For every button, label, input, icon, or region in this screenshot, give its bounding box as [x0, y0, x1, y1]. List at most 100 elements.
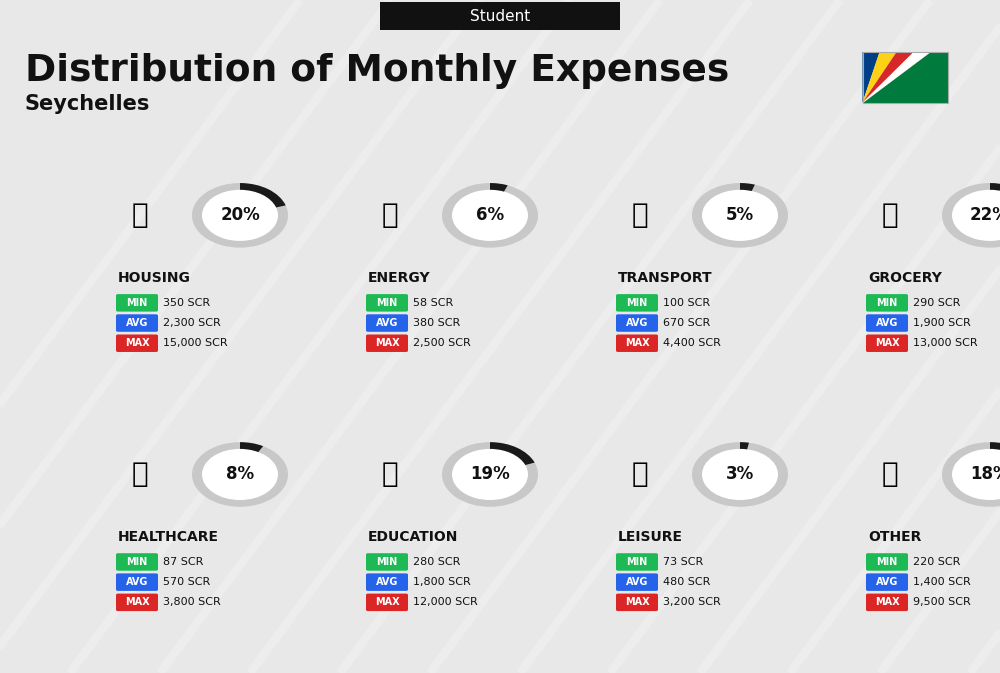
Wedge shape [942, 442, 1000, 507]
Text: AVG: AVG [626, 318, 648, 328]
Text: 2,500 SCR: 2,500 SCR [413, 339, 471, 348]
Text: AVG: AVG [376, 318, 398, 328]
Text: MAX: MAX [375, 339, 399, 348]
Wedge shape [192, 183, 288, 248]
Text: MIN: MIN [376, 557, 398, 567]
FancyBboxPatch shape [866, 334, 908, 352]
Text: 4,400 SCR: 4,400 SCR [663, 339, 721, 348]
Wedge shape [442, 183, 538, 248]
Text: 87 SCR: 87 SCR [163, 557, 203, 567]
Wedge shape [990, 183, 1000, 211]
Text: 🔌: 🔌 [382, 201, 398, 229]
FancyBboxPatch shape [116, 294, 158, 312]
Text: 18%: 18% [970, 466, 1000, 483]
Text: 73 SCR: 73 SCR [663, 557, 703, 567]
Wedge shape [740, 442, 749, 450]
Polygon shape [862, 52, 914, 102]
Text: 15,000 SCR: 15,000 SCR [163, 339, 228, 348]
Text: 🏢: 🏢 [132, 201, 148, 229]
Circle shape [952, 449, 1000, 500]
Text: 350 SCR: 350 SCR [163, 298, 210, 308]
Wedge shape [740, 183, 755, 191]
Text: MAX: MAX [375, 598, 399, 607]
Wedge shape [442, 442, 538, 507]
Text: 🛒: 🛒 [882, 201, 898, 229]
Text: 💰: 💰 [882, 460, 898, 489]
FancyBboxPatch shape [380, 2, 620, 30]
Wedge shape [240, 442, 263, 452]
Wedge shape [192, 442, 288, 507]
FancyBboxPatch shape [866, 294, 908, 312]
Text: 3,200 SCR: 3,200 SCR [663, 598, 721, 607]
FancyBboxPatch shape [116, 594, 158, 611]
Circle shape [452, 190, 528, 241]
Text: 5%: 5% [726, 207, 754, 224]
Text: LEISURE: LEISURE [618, 530, 683, 544]
Text: MAX: MAX [125, 339, 149, 348]
Text: 290 SCR: 290 SCR [913, 298, 960, 308]
Text: MAX: MAX [625, 339, 649, 348]
Text: EDUCATION: EDUCATION [368, 530, 458, 544]
Text: 3%: 3% [726, 466, 754, 483]
Text: 13,000 SCR: 13,000 SCR [913, 339, 978, 348]
Polygon shape [862, 52, 897, 102]
FancyBboxPatch shape [116, 553, 158, 571]
FancyBboxPatch shape [366, 553, 408, 571]
Text: AVG: AVG [626, 577, 648, 587]
FancyBboxPatch shape [616, 294, 658, 312]
Text: 2,300 SCR: 2,300 SCR [163, 318, 221, 328]
Bar [862, 52, 948, 102]
Text: HEALTHCARE: HEALTHCARE [118, 530, 219, 544]
FancyBboxPatch shape [616, 573, 658, 591]
Text: 1,800 SCR: 1,800 SCR [413, 577, 471, 587]
Text: MIN: MIN [626, 557, 648, 567]
Text: ENERGY: ENERGY [368, 271, 431, 285]
Text: 22%: 22% [970, 207, 1000, 224]
Text: TRANSPORT: TRANSPORT [618, 271, 713, 285]
Text: 9,500 SCR: 9,500 SCR [913, 598, 971, 607]
Text: Seychelles: Seychelles [25, 94, 150, 114]
Text: AVG: AVG [376, 577, 398, 587]
Text: GROCERY: GROCERY [868, 271, 942, 285]
Text: 220 SCR: 220 SCR [913, 557, 960, 567]
Text: MIN: MIN [126, 557, 148, 567]
Text: 1,400 SCR: 1,400 SCR [913, 577, 971, 587]
FancyBboxPatch shape [116, 334, 158, 352]
Text: 100 SCR: 100 SCR [663, 298, 710, 308]
Text: 🏥: 🏥 [132, 460, 148, 489]
Polygon shape [862, 52, 931, 102]
Wedge shape [942, 183, 1000, 248]
Text: MIN: MIN [626, 298, 648, 308]
Text: 280 SCR: 280 SCR [413, 557, 460, 567]
Circle shape [702, 449, 778, 500]
FancyBboxPatch shape [366, 314, 408, 332]
Text: 380 SCR: 380 SCR [413, 318, 460, 328]
Text: AVG: AVG [876, 318, 898, 328]
Text: 🎓: 🎓 [382, 460, 398, 489]
Wedge shape [240, 183, 286, 207]
Text: 8%: 8% [226, 466, 254, 483]
Circle shape [952, 190, 1000, 241]
Text: OTHER: OTHER [868, 530, 921, 544]
Circle shape [202, 449, 278, 500]
FancyBboxPatch shape [366, 594, 408, 611]
Text: Student: Student [470, 9, 530, 24]
Text: Distribution of Monthly Expenses: Distribution of Monthly Expenses [25, 52, 729, 89]
FancyBboxPatch shape [616, 553, 658, 571]
FancyBboxPatch shape [866, 314, 908, 332]
FancyBboxPatch shape [616, 334, 658, 352]
Text: MAX: MAX [625, 598, 649, 607]
Text: 1,900 SCR: 1,900 SCR [913, 318, 971, 328]
Wedge shape [490, 442, 535, 465]
Text: MIN: MIN [876, 298, 898, 308]
FancyBboxPatch shape [366, 334, 408, 352]
Polygon shape [862, 52, 948, 102]
FancyBboxPatch shape [866, 553, 908, 571]
Text: HOUSING: HOUSING [118, 271, 191, 285]
FancyBboxPatch shape [866, 573, 908, 591]
Text: MAX: MAX [875, 339, 899, 348]
Polygon shape [862, 52, 880, 102]
Text: 20%: 20% [220, 207, 260, 224]
FancyBboxPatch shape [116, 314, 158, 332]
FancyBboxPatch shape [366, 294, 408, 312]
